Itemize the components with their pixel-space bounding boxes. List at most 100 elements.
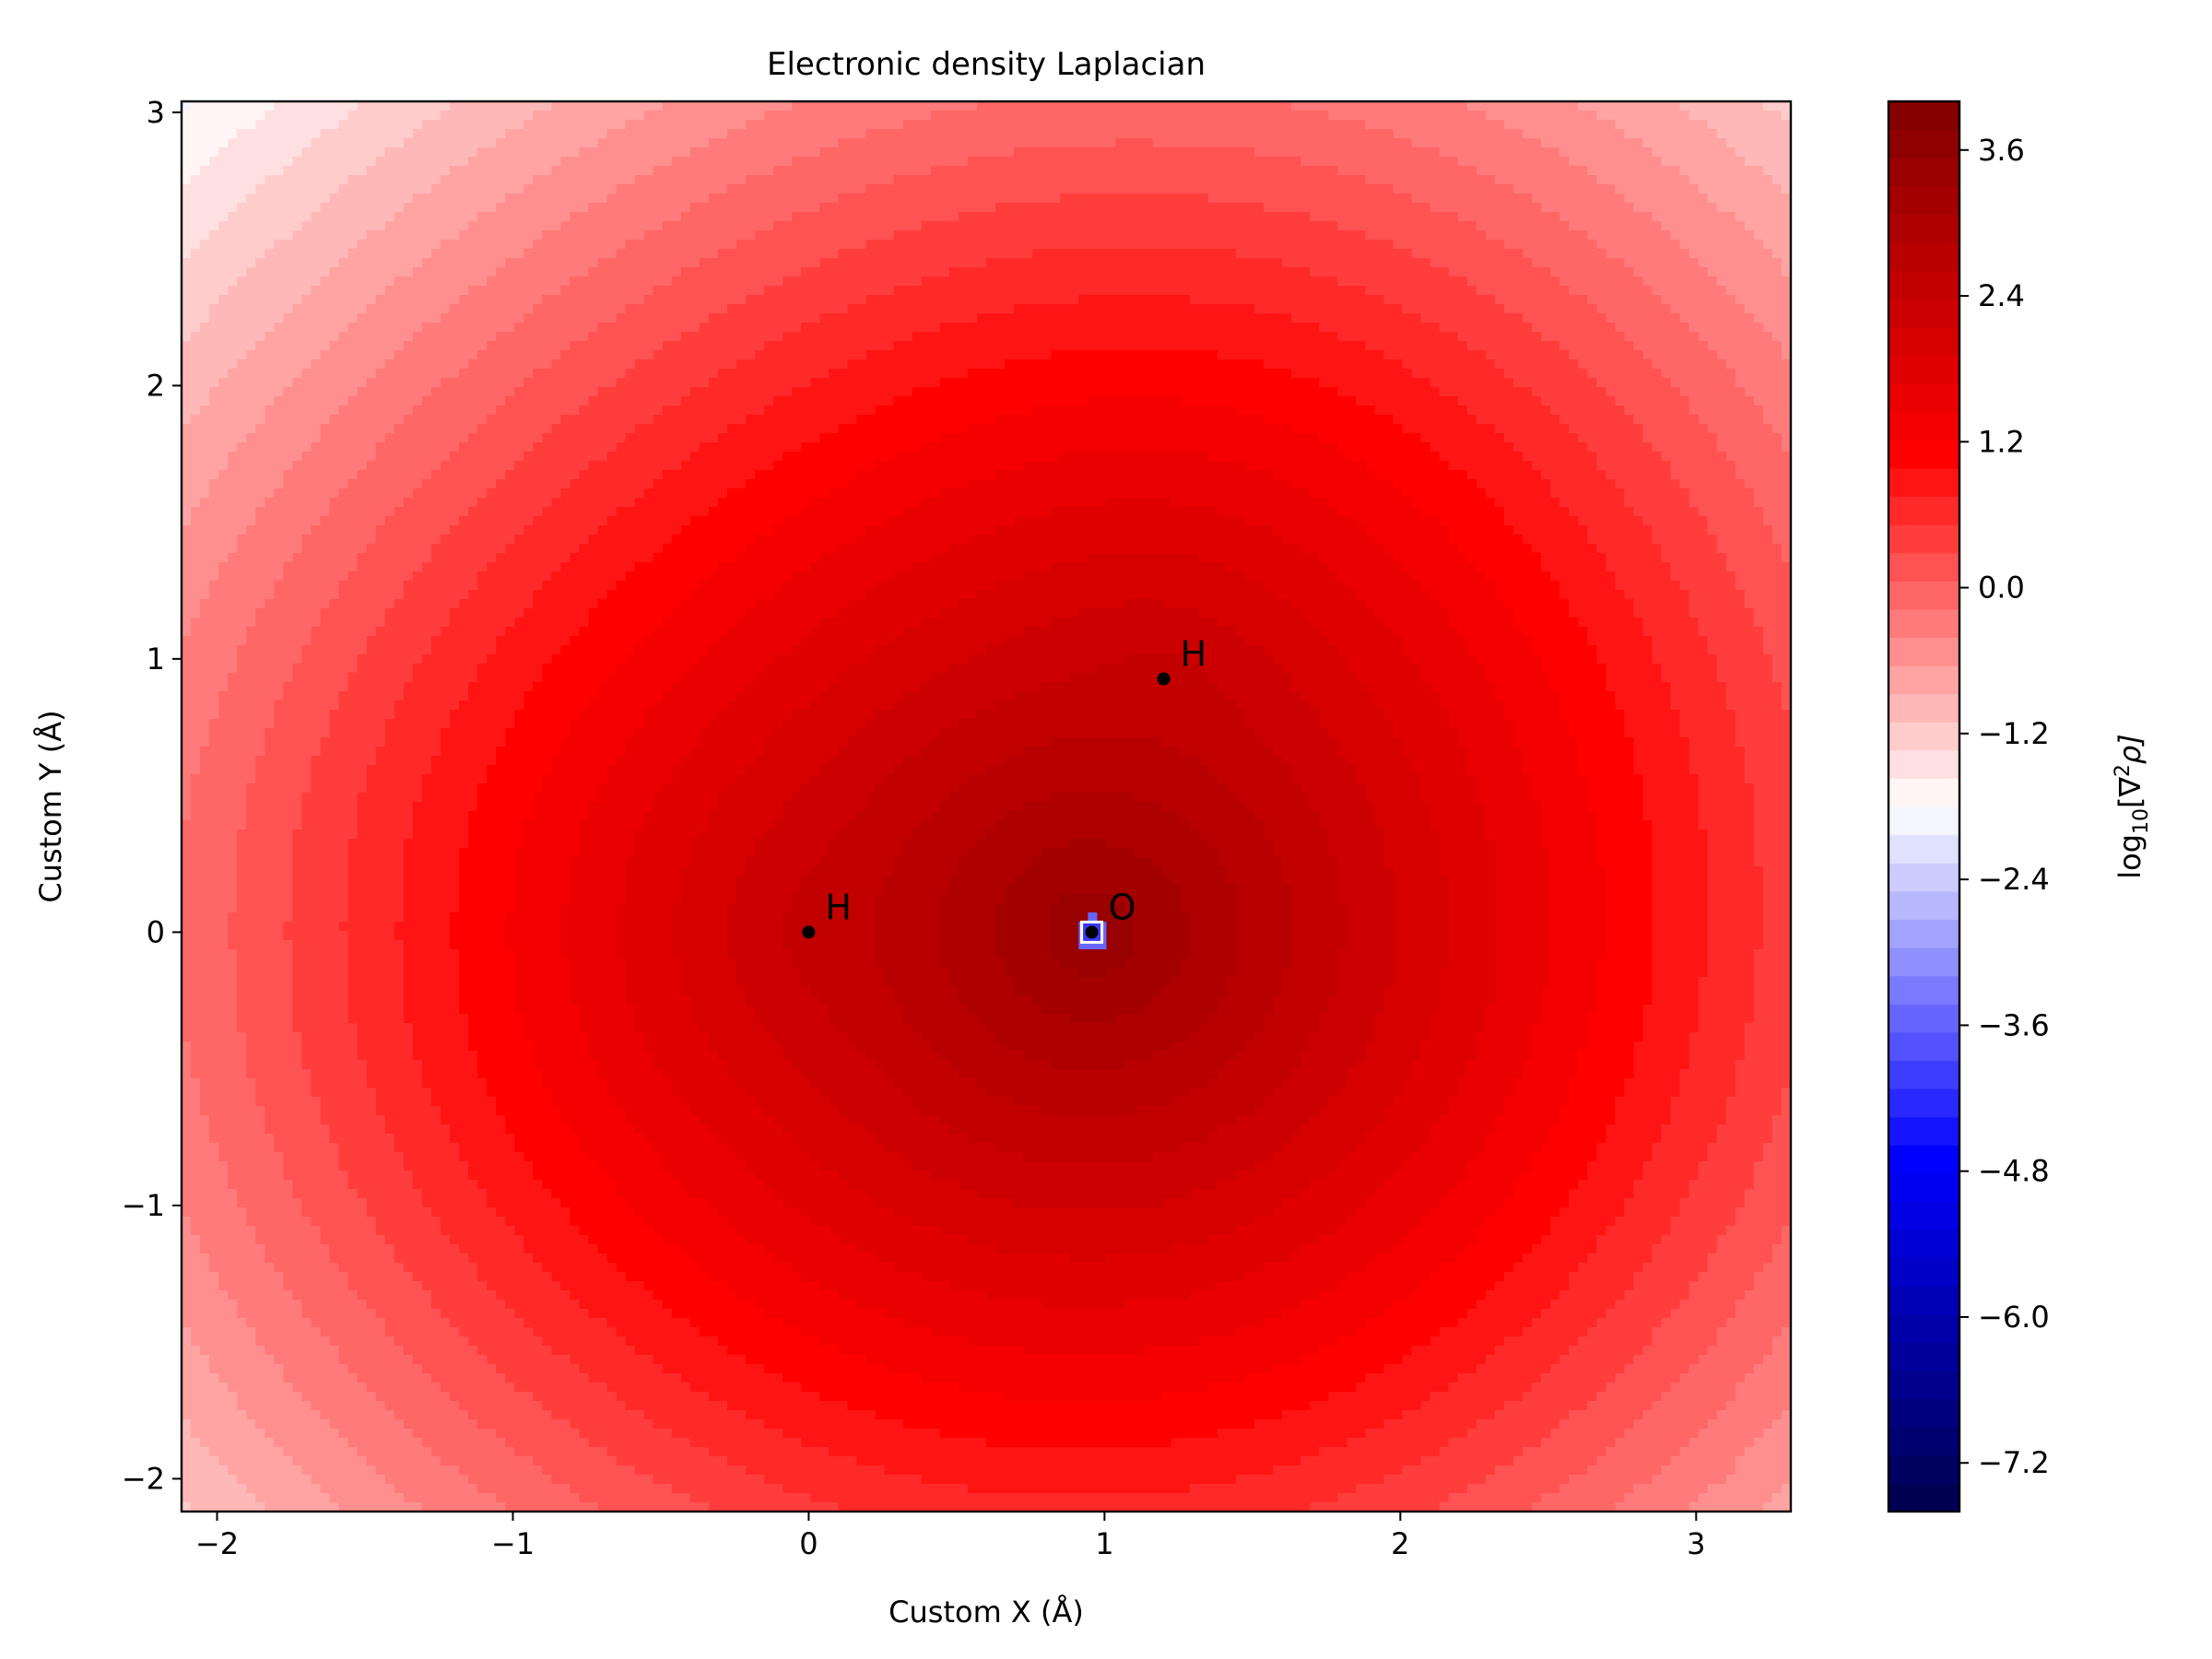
contour-cell-2626 <box>182 1253 210 1264</box>
colorbar-tick-label-5: −2.4 <box>1978 862 2050 897</box>
contour-cell-1777 <box>616 931 673 941</box>
contour-cell-2854 <box>421 1364 497 1374</box>
contour-cell-2123 <box>1476 1041 1533 1052</box>
contour-cell-653 <box>727 488 830 499</box>
contour-cell-1489 <box>292 839 349 849</box>
contour-cell-1084 <box>403 682 469 692</box>
contour-cell-890 <box>755 599 849 609</box>
contour-cell-419 <box>1725 359 1791 370</box>
colorbar-tick-label-9: −7.2 <box>1978 1445 2050 1480</box>
contour-cell-2737 <box>1476 1300 1551 1310</box>
contour-cell-1119 <box>1439 691 1496 701</box>
contour-cell-1363 <box>357 793 423 803</box>
contour-cell-2379 <box>514 1143 581 1153</box>
contour-cell-22 <box>1328 111 1487 121</box>
contour-cell-451 <box>1735 378 1791 388</box>
contour-cell-1456 <box>1485 820 1542 830</box>
contour-cell-685 <box>255 507 331 517</box>
contour-cell-2565 <box>255 1226 322 1236</box>
contour-cell-304 <box>1494 295 1588 305</box>
contour-cell-1073 <box>1420 673 1487 683</box>
contour-cell-630 <box>347 479 423 489</box>
contour-cell-1995 <box>1596 995 1653 1006</box>
contour-cell-2846 <box>1559 1355 1635 1365</box>
contour-cell-2792 <box>1652 1327 1718 1337</box>
contour-cell-2354 <box>394 1134 451 1144</box>
contour-cell-2959 <box>1254 1419 1385 1430</box>
contour-cell-1834 <box>347 949 405 959</box>
contour-cell-2415 <box>1596 1152 1653 1162</box>
contour-cell-2516 <box>1282 1198 1367 1208</box>
contour-cell-2781 <box>459 1327 534 1337</box>
colorbar-frame <box>1887 100 1961 1513</box>
contour-cell-2031 <box>468 1014 524 1024</box>
contour-cell-2040 <box>1069 1014 1117 1024</box>
contour-cell-1183 <box>958 719 1246 729</box>
contour-cell-2563 <box>182 1226 192 1236</box>
contour-cell-1401 <box>1244 802 1311 812</box>
contour-cell-1308 <box>1633 765 1690 775</box>
contour-cell-375 <box>403 341 488 351</box>
colorbar-band-5 <box>1888 1342 1959 1371</box>
contour-cell-2911 <box>1161 1392 1329 1402</box>
contour-cell-2493 <box>976 1189 1191 1199</box>
contour-cell-956 <box>727 627 811 637</box>
contour-cell-1678 <box>182 903 238 913</box>
contour-cell-2045 <box>1374 1014 1431 1024</box>
contour-cell-3056 <box>1485 1475 1570 1485</box>
contour-cell-1516 <box>292 848 349 858</box>
contour-cell-1070 <box>1207 673 1292 683</box>
contour-cell-605 <box>1532 461 1597 471</box>
contour-cell-1694 <box>1124 903 1182 913</box>
contour-cell-2195 <box>1217 1069 1292 1079</box>
contour-cell-1909 <box>1337 968 1394 978</box>
contour-cell-2208 <box>311 1078 368 1088</box>
contour-cell-391 <box>477 350 562 360</box>
contour-cell-771 <box>948 544 1301 554</box>
contour-cell-2805 <box>967 1336 1200 1347</box>
contour-cell-2022 <box>1596 1005 1644 1015</box>
contour-cell-3013 <box>1679 1447 1746 1457</box>
contour-cell-2703 <box>1753 1281 1791 1291</box>
contour-cell-1131 <box>459 700 524 711</box>
contour-cell-625 <box>1670 470 1736 480</box>
contour-cell-2291 <box>921 1106 1042 1116</box>
contour-cell-2138 <box>653 1051 719 1061</box>
contour-cell-1269 <box>496 756 552 766</box>
colorbar-band-38 <box>1888 411 1959 441</box>
contour-cell-196 <box>643 230 756 241</box>
contour-cell-376 <box>487 341 571 351</box>
contour-cell-2572 <box>736 1226 830 1236</box>
contour-cell-291 <box>1725 286 1791 296</box>
contour-cell-1137 <box>893 700 996 711</box>
contour-cell-615 <box>579 470 664 480</box>
contour-cell-828 <box>625 571 710 582</box>
contour-cell-784 <box>430 553 497 563</box>
contour-cell-1664 <box>1060 894 1117 904</box>
contour-cell-387 <box>182 350 247 360</box>
contour-cell-2743 <box>237 1309 303 1319</box>
contour-cell-3094 <box>421 1502 506 1512</box>
contour-cell-185 <box>1337 221 1477 231</box>
contour-cell-1005 <box>1466 645 1533 655</box>
contour-cell-992 <box>301 645 368 655</box>
contour-cell-2202 <box>1633 1069 1681 1079</box>
contour-cell-580 <box>689 452 783 462</box>
contour-cell-1506 <box>1383 839 1441 849</box>
contour-cell-1682 <box>403 903 460 913</box>
contour-cell-1293 <box>487 765 552 775</box>
contour-cell-427 <box>718 369 830 379</box>
contour-cell-230 <box>1523 249 1606 259</box>
contour-cell-2851 <box>209 1364 284 1374</box>
contour-cell-1505 <box>1328 839 1385 849</box>
contour-cell-186 <box>1476 221 1570 231</box>
contour-cell-1383 <box>1698 793 1755 803</box>
contour-cell-153 <box>588 203 691 213</box>
contour-cell-1162 <box>1244 710 1320 720</box>
contour-cell-1107 <box>403 691 469 701</box>
contour-cell-1327 <box>1356 774 1422 784</box>
contour-cell-2621 <box>1532 1244 1597 1254</box>
contour-cell-2221 <box>1347 1078 1404 1088</box>
contour-cell-970 <box>246 636 312 646</box>
contour-cell-2453 <box>1328 1171 1394 1181</box>
